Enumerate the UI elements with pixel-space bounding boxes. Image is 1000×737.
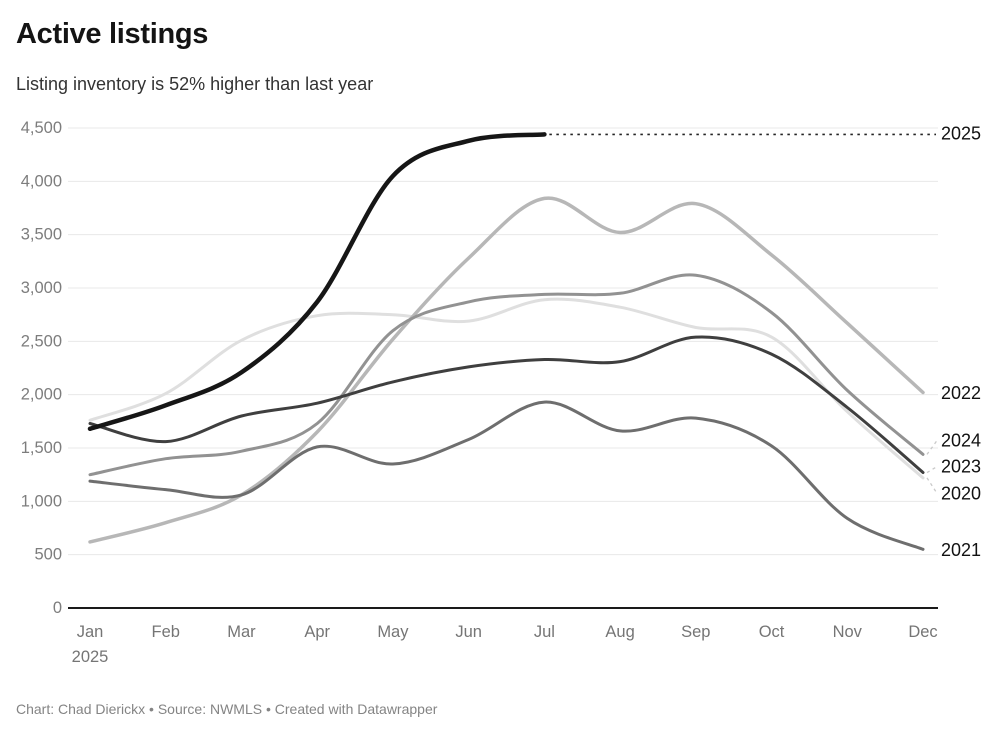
x-tick-label: Jul xyxy=(534,623,555,641)
series-label-2024: 2024 xyxy=(941,431,981,451)
series-label-2020: 2020 xyxy=(941,483,981,503)
series-label-2021: 2021 xyxy=(941,540,981,560)
page-title: Active listings xyxy=(16,18,209,50)
x-tick-label: Sep xyxy=(681,623,710,641)
x-tick-label: Dec xyxy=(908,623,937,641)
series-label-2023: 2023 xyxy=(941,457,981,477)
x-tick-label: Oct xyxy=(759,623,785,641)
x-tick-label: Apr xyxy=(304,623,330,641)
y-tick-label: 4,500 xyxy=(21,119,62,137)
y-tick-label: 2,500 xyxy=(21,332,62,350)
series-label-2025: 2025 xyxy=(941,123,981,143)
series-line-2021 xyxy=(88,400,925,551)
y-tick-label: 3,000 xyxy=(21,279,62,297)
y-tick-label: 1,000 xyxy=(21,492,62,510)
y-tick-label: 0 xyxy=(53,599,62,617)
y-tick-label: 500 xyxy=(34,546,62,564)
page-subtitle: Listing inventory is 52% higher than las… xyxy=(16,74,374,94)
leader-line-2024 xyxy=(926,440,938,455)
series-line-2025 xyxy=(87,132,547,432)
y-tick-label: 1,500 xyxy=(21,439,62,457)
x-tick-label: Nov xyxy=(833,623,863,641)
x-tick-label: May xyxy=(377,623,409,641)
y-tick-label: 4,000 xyxy=(21,172,62,190)
series-line-2024 xyxy=(88,273,925,477)
leader-line-2020 xyxy=(926,477,938,494)
chart-svg: 0 500 1,000 1,500 2,000 2,500 3,000 3,500 4,000 4… xyxy=(21,119,981,666)
x-tick-label: Feb xyxy=(152,623,180,641)
series-line-2023 xyxy=(88,335,925,474)
series-label-2022: 2022 xyxy=(941,383,981,403)
x-tick-label: Aug xyxy=(605,623,634,641)
x-tick-year-label: 2025 xyxy=(72,648,109,666)
chart-credit: Chart: Chad Dierickx • Source: NWMLS • C… xyxy=(16,701,438,717)
series-line-2020 xyxy=(88,297,925,480)
y-tick-label: 3,500 xyxy=(21,226,62,244)
x-tick-label: Jun xyxy=(455,623,482,641)
x-tick-label: Mar xyxy=(227,623,256,641)
leader-line-2023 xyxy=(926,466,938,474)
y-tick-label: 2,000 xyxy=(21,386,62,404)
x-tick-label: Jan xyxy=(77,623,104,641)
